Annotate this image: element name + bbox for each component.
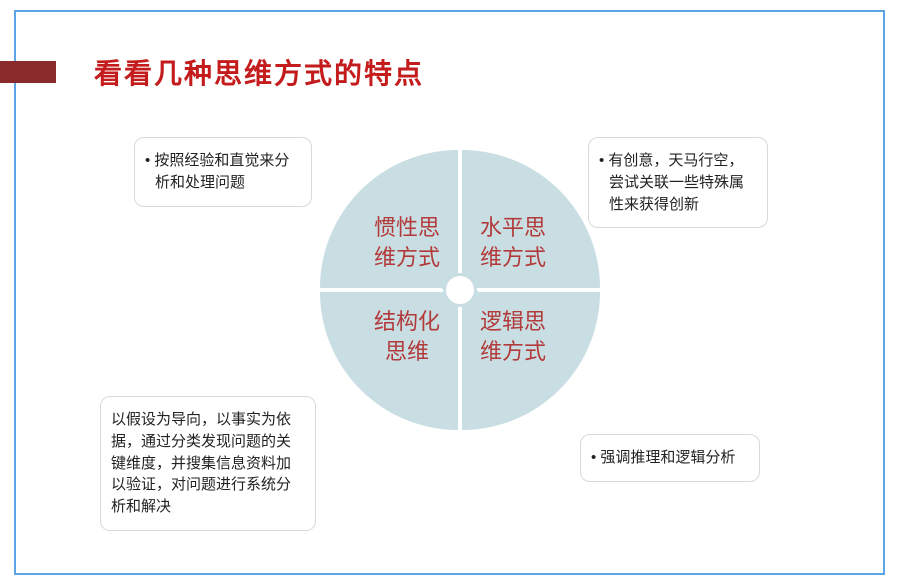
callout-text: 按照经验和直觉来分析和处理问题 [145, 150, 297, 194]
quadrant-label: 结构化 思维 [374, 307, 440, 366]
callout-text: 以假设为导向，以事实为依据，通过分类发现问题的关键维度，并搜集信息资料加以验证，… [111, 411, 291, 515]
page-title: 看看几种思维方式的特点 [94, 52, 424, 92]
quadrant-tl: 惯性思 维方式 [320, 150, 458, 288]
title-accent-bar [0, 61, 56, 83]
title-row: 看看几种思维方式的特点 [0, 52, 424, 92]
callout-top-left: 按照经验和直觉来分析和处理问题 [134, 137, 312, 207]
callout-text: 强调推理和逻辑分析 [591, 447, 745, 469]
callout-bottom-left: 以假设为导向，以事实为依据，通过分类发现问题的关键维度，并搜集信息资料加以验证，… [100, 396, 316, 531]
quadrant-label: 水平思 维方式 [480, 213, 546, 272]
quadrant-label: 惯性思 维方式 [374, 213, 440, 272]
quadrant-tr: 水平思 维方式 [462, 150, 600, 288]
callout-text: 有创意，天马行空，尝试关联一些特殊属性来获得创新 [599, 150, 753, 215]
callout-top-right: 有创意，天马行空，尝试关联一些特殊属性来获得创新 [588, 137, 768, 228]
quadrant-label: 逻辑思 维方式 [480, 307, 546, 366]
cycle-arrows-icon [443, 273, 477, 307]
callout-bottom-right: 强调推理和逻辑分析 [580, 434, 760, 482]
quadrant-br: 逻辑思 维方式 [462, 292, 600, 430]
quadrant-bl: 结构化 思维 [320, 292, 458, 430]
